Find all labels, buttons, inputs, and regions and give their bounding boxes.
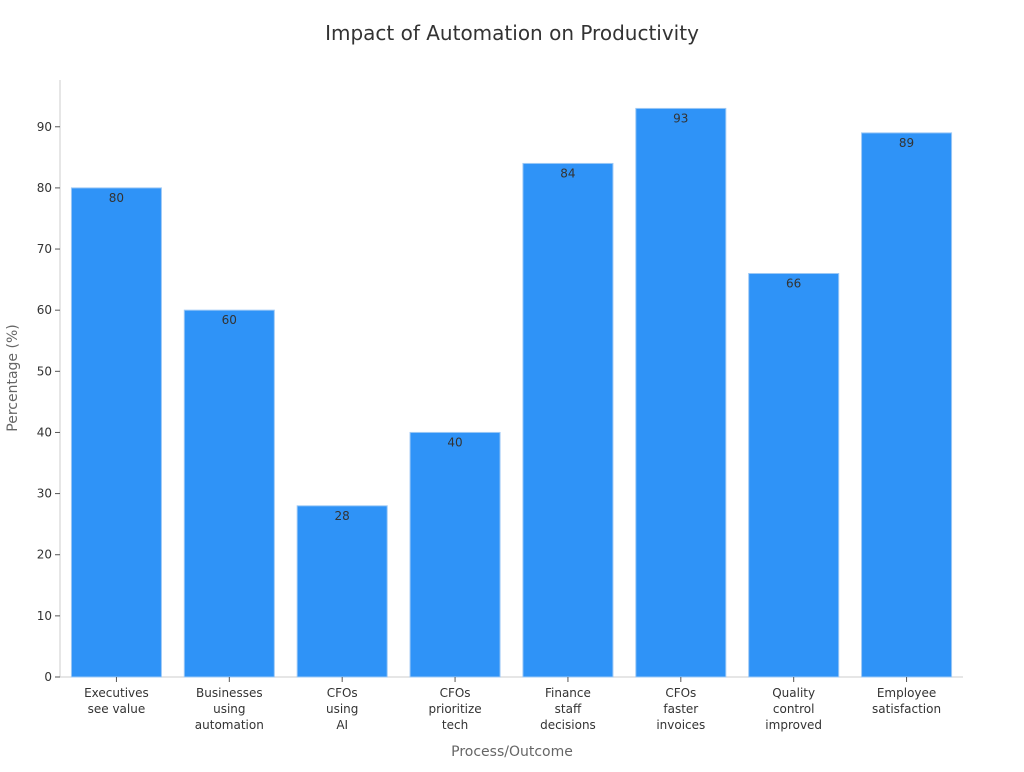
bar [522, 162, 614, 678]
y-tick-label: 10 [37, 609, 52, 623]
bar [409, 431, 501, 678]
y-tick-label: 60 [37, 303, 52, 317]
x-tick-label: see value [88, 702, 146, 716]
bar [183, 309, 275, 678]
x-tick-label: staff [555, 702, 582, 716]
y-axis-label: Percentage (%) [5, 324, 21, 431]
bar-data-label: 28 [335, 509, 350, 523]
bar [748, 272, 840, 678]
y-tick-label: 50 [37, 364, 52, 378]
bar-data-label: 40 [447, 435, 462, 449]
x-tick-label: CFOs [327, 686, 358, 700]
x-tick-label: Executives [84, 686, 149, 700]
x-tick-label: Finance [545, 686, 591, 700]
x-tick-label: CFOs [440, 686, 471, 700]
y-tick-label: 40 [37, 425, 52, 439]
bar [296, 505, 388, 678]
bar [635, 107, 727, 678]
x-tick-label: CFOs [665, 686, 696, 700]
x-tick-label: control [773, 702, 815, 716]
x-tick-label: using [326, 702, 358, 716]
x-tick-label: decisions [540, 718, 596, 732]
x-tick-label: prioritize [428, 702, 481, 716]
x-tick-label: Businesses [196, 686, 263, 700]
bar-data-label: 89 [899, 136, 914, 150]
x-tick-label: Employee [877, 686, 936, 700]
x-tick-label: using [213, 702, 245, 716]
bar [861, 132, 953, 678]
y-tick-label: 90 [37, 120, 52, 134]
bar-data-label: 93 [673, 111, 688, 125]
x-tick-label: faster [663, 702, 698, 716]
chart-title: Impact of Automation on Productivity [325, 21, 699, 45]
y-tick-label: 20 [37, 548, 52, 562]
bar-data-label: 66 [786, 276, 801, 290]
x-tick-label: AI [336, 718, 348, 732]
y-tick-label: 30 [37, 487, 52, 501]
bar-data-label: 60 [222, 313, 237, 327]
x-tick-label: automation [195, 718, 264, 732]
bar-data-label: 84 [560, 166, 575, 180]
y-tick-label: 80 [37, 181, 52, 195]
bar [70, 187, 162, 678]
x-tick-label: Quality [772, 686, 815, 700]
x-tick-label: tech [442, 718, 468, 732]
y-tick-label: 0 [44, 670, 52, 684]
bar-data-label: 80 [109, 191, 124, 205]
x-axis-label: Process/Outcome [451, 744, 573, 760]
x-tick-label: invoices [656, 718, 705, 732]
x-tick-label: satisfaction [872, 702, 941, 716]
y-tick-label: 70 [37, 242, 52, 256]
x-tick-label: improved [765, 718, 822, 732]
